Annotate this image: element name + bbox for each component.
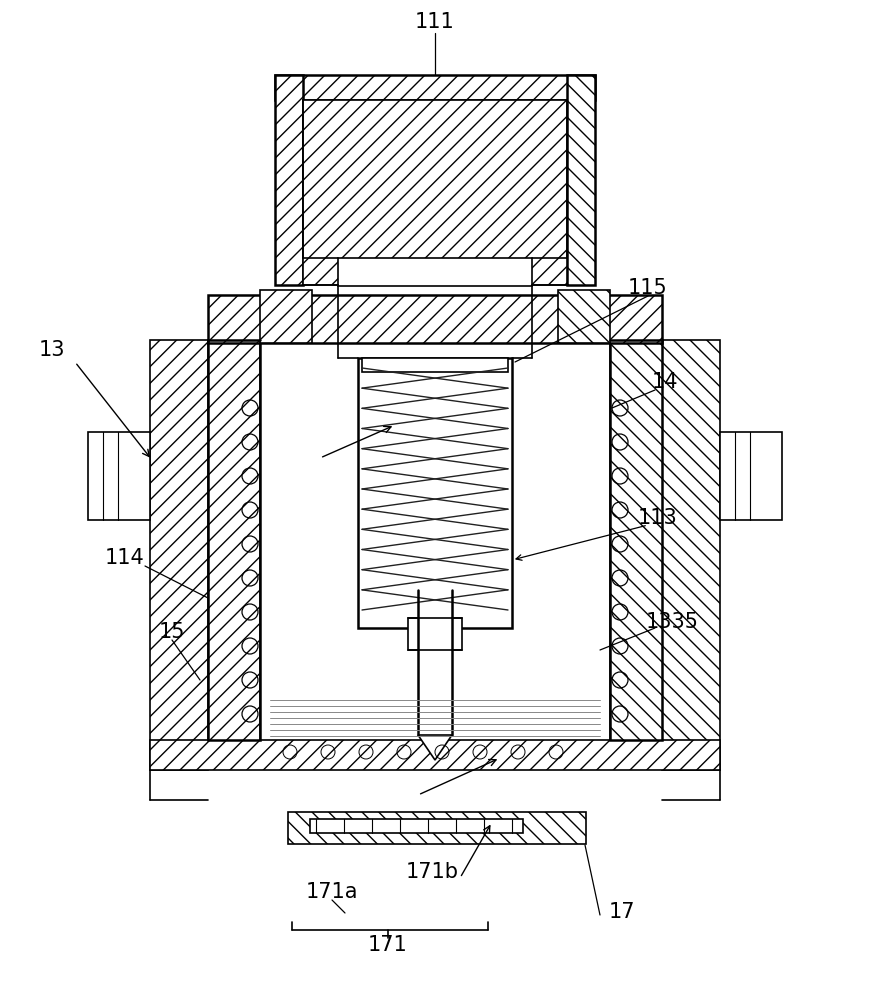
- Bar: [302, 100, 567, 285]
- Bar: [408, 618, 461, 650]
- Bar: [357, 358, 512, 628]
- Text: 171a: 171a: [305, 882, 358, 902]
- Bar: [260, 290, 312, 343]
- Text: 171b: 171b: [405, 862, 458, 882]
- Bar: [661, 340, 720, 770]
- Bar: [557, 290, 609, 343]
- Bar: [567, 75, 594, 285]
- Bar: [309, 819, 522, 833]
- Bar: [338, 258, 531, 286]
- Text: 113: 113: [637, 508, 677, 528]
- Text: 115: 115: [627, 278, 667, 298]
- Bar: [275, 75, 302, 285]
- Bar: [88, 432, 149, 520]
- Bar: [275, 75, 594, 100]
- Text: 1335: 1335: [645, 612, 698, 632]
- Bar: [362, 358, 507, 372]
- Text: 17: 17: [608, 902, 634, 922]
- Text: 14: 14: [651, 372, 678, 392]
- Text: 13: 13: [39, 340, 65, 360]
- Text: 171: 171: [368, 935, 408, 955]
- Bar: [609, 340, 661, 740]
- Bar: [208, 295, 661, 343]
- Text: 15: 15: [158, 622, 185, 642]
- Bar: [149, 740, 720, 770]
- Bar: [288, 812, 586, 844]
- Bar: [149, 340, 208, 770]
- Polygon shape: [417, 735, 452, 760]
- Bar: [720, 432, 781, 520]
- Bar: [208, 340, 260, 740]
- Text: 114: 114: [105, 548, 145, 568]
- Text: 111: 111: [415, 12, 454, 32]
